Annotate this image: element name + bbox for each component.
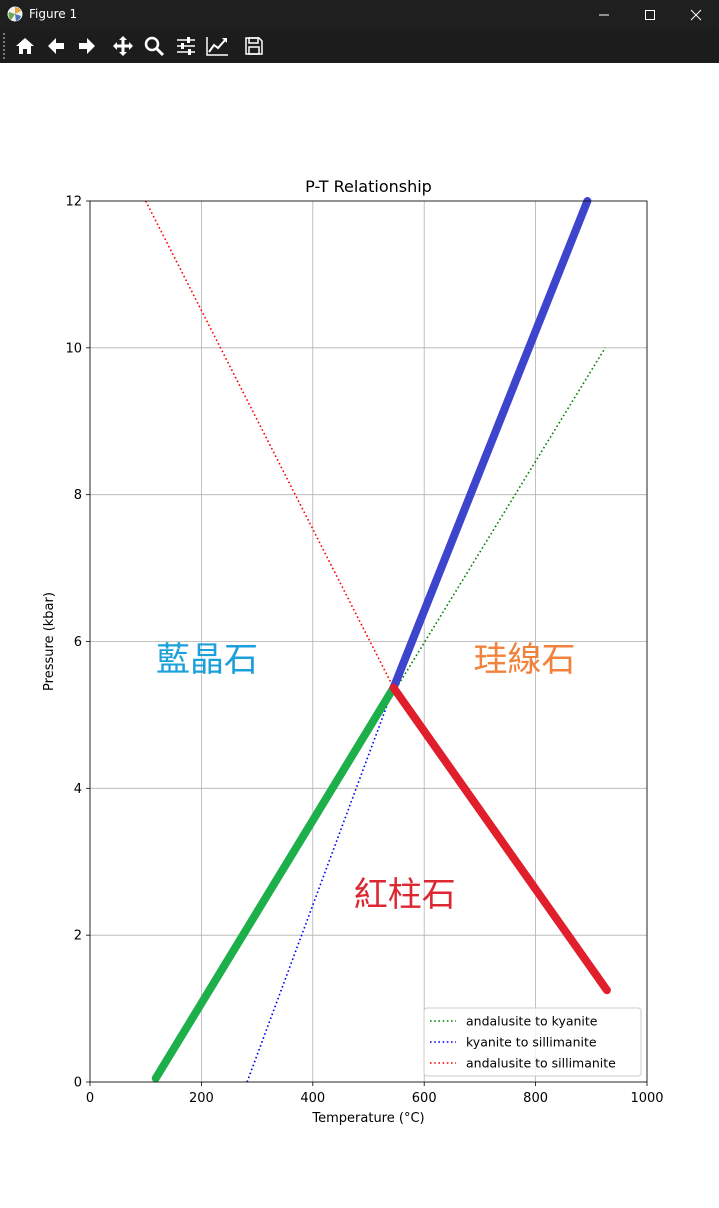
navigation-toolbar [0, 29, 719, 63]
save-icon [245, 37, 263, 55]
legend-entry: kyanite to sillimanite [466, 1035, 597, 1050]
configure-subplots-icon [177, 37, 195, 55]
x-tick-label: 400 [300, 1091, 325, 1106]
y-tick-label: 10 [65, 341, 82, 356]
minimize-button[interactable] [581, 0, 627, 29]
thick-lines [151, 197, 611, 1083]
y-tick-label: 0 [74, 1076, 82, 1091]
configure-subplots-button[interactable] [172, 33, 200, 59]
mineral-label: 紅柱石 [354, 875, 456, 915]
back-button[interactable] [42, 33, 70, 59]
y-tick-label: 6 [74, 635, 82, 650]
y-tick-label: 8 [74, 488, 82, 503]
legend-entry: andalusite to sillimanite [466, 1056, 616, 1071]
back-icon [48, 38, 64, 54]
zoom-icon [144, 36, 165, 57]
phase-boundary-line [389, 683, 611, 995]
ticks: 0 200 400 600 800 1000 0 2 4 6 8 10 12 [65, 195, 663, 1107]
toolbar-grip[interactable] [3, 33, 7, 59]
mineral-label: 藍晶石 [156, 640, 258, 680]
series-line [246, 687, 395, 1083]
x-tick-label: 600 [412, 1091, 437, 1106]
pan-icon [113, 36, 133, 56]
forward-icon [79, 38, 95, 54]
y-tick-label: 4 [74, 782, 82, 797]
maximize-button[interactable] [627, 0, 673, 29]
chart-title: P-T Relationship [305, 177, 432, 196]
x-tick-label: 1000 [630, 1091, 663, 1106]
phase-boundary-line [151, 683, 398, 1083]
x-tick-label: 800 [523, 1091, 548, 1106]
phase-boundary-line [389, 197, 592, 692]
maximize-icon [645, 9, 655, 20]
legend-box [423, 1007, 642, 1077]
legend: andalusite to kyanite kyanite to silliman… [423, 1007, 642, 1077]
edit-axis-icon [206, 37, 228, 56]
home-button[interactable] [11, 33, 39, 59]
save-button[interactable] [240, 33, 268, 59]
x-tick-label: 200 [189, 1091, 214, 1106]
home-icon [16, 38, 34, 54]
close-button[interactable] [673, 0, 719, 29]
y-tick-label: 2 [74, 929, 82, 944]
x-axis-label: Temperature (°C) [311, 1111, 424, 1126]
minimize-icon [599, 14, 609, 15]
x-tick-label: 0 [86, 1091, 94, 1106]
edit-axis-button[interactable] [203, 33, 231, 59]
close-icon [690, 9, 702, 20]
pan-button[interactable] [109, 33, 137, 59]
window-titlebar: Figure 1 [0, 0, 719, 29]
y-tick-label: 12 [65, 195, 82, 210]
matplotlib-icon [7, 6, 23, 22]
y-axis-label: Pressure (kbar) [42, 592, 57, 691]
forward-button[interactable] [73, 33, 101, 59]
window-title: Figure 1 [29, 7, 78, 21]
zoom-button[interactable] [140, 33, 168, 59]
mineral-label: 珪線石 [473, 640, 575, 680]
legend-entry: andalusite to kyanite [466, 1014, 598, 1029]
figure-canvas[interactable]: 0 200 400 600 800 1000 0 2 4 6 8 10 12 藍晶石 珪線石紅柱石 P-T… [0, 63, 719, 1208]
